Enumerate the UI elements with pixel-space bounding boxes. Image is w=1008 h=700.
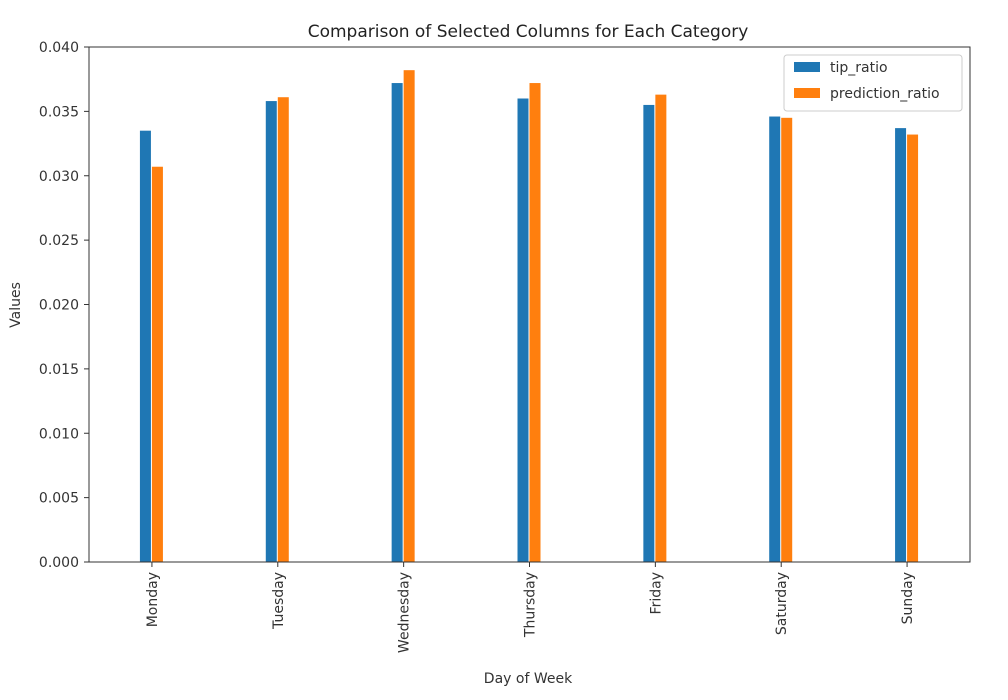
bar-prediction-ratio-saturday (781, 117, 793, 562)
bar-prediction-ratio-sunday (907, 134, 919, 563)
chart-title: Comparison of Selected Columns for Each … (308, 22, 749, 42)
x-tick-label: Saturday (774, 572, 790, 635)
bar-prediction-ratio-tuesday (277, 97, 289, 563)
y-tick-label: 0.010 (39, 426, 79, 442)
y-axis: 0.000 0.005 0.010 0.015 0.020 0.025 0.030 0.035… (39, 40, 89, 571)
legend-label-tip-ratio: tip_ratio (830, 60, 888, 76)
plot-area (139, 70, 919, 563)
y-tick-label: 0.020 (39, 298, 79, 314)
bar-tip-ratio-tuesday (265, 101, 277, 562)
bar-tip-ratio-monday (139, 130, 151, 562)
x-tick-label: Sunday (900, 572, 916, 624)
y-tick-label: 0.025 (39, 233, 79, 249)
bar-tip-ratio-thursday (517, 98, 529, 562)
legend-box (783, 54, 963, 112)
y-tick-label: 0.015 (39, 362, 79, 378)
bar-tip-ratio-sunday (895, 128, 907, 563)
y-tick-label: 0.000 (39, 555, 79, 571)
x-axis-label: Day of Week (484, 671, 573, 687)
x-axis: Monday Tuesday Wednesday Thursday Friday Satu… (145, 562, 916, 653)
bar-tip-ratio-friday (643, 104, 655, 562)
bar-prediction-ratio-friday (655, 94, 667, 562)
legend-swatch-tip-ratio (794, 62, 820, 72)
y-tick-label: 0.005 (39, 491, 79, 507)
legend-label-prediction-ratio: prediction_ratio (830, 86, 940, 102)
y-axis-label: Values (8, 282, 24, 328)
x-tick-label: Thursday (523, 572, 539, 638)
x-tick-label: Wednesday (397, 572, 413, 653)
bar-prediction-ratio-monday (151, 166, 163, 563)
y-tick-label: 0.040 (39, 40, 79, 56)
x-tick-label: Friday (648, 572, 664, 614)
bar-prediction-ratio-wednesday (403, 70, 415, 563)
y-tick-label: 0.035 (39, 104, 79, 120)
bar-prediction-ratio-thursday (529, 83, 541, 563)
y-tick-label: 0.030 (39, 169, 79, 185)
bar-tip-ratio-wednesday (391, 83, 403, 563)
legend-swatch-prediction-ratio (794, 88, 820, 98)
x-tick-label: Tuesday (271, 572, 287, 630)
x-tick-label: Monday (145, 572, 161, 627)
legend: tip_ratio prediction_ratio (783, 54, 963, 112)
bar-tip-ratio-saturday (769, 116, 781, 563)
